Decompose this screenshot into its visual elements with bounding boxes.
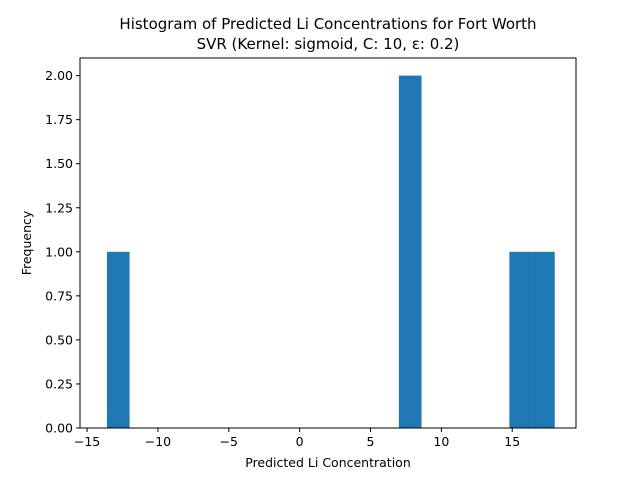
x-tick-label: 10 <box>433 434 449 449</box>
x-tick-label: 0 <box>296 434 304 449</box>
x-tick-label: 5 <box>367 434 375 449</box>
plot-frame <box>79 57 577 429</box>
x-ticks-layer: −15 −10 −5 0 5 10 15 <box>74 428 520 449</box>
y-tick-label: 0.00 <box>45 421 73 436</box>
x-tick-label: −10 <box>145 434 171 449</box>
x-axis-label: Predicted Li Concentration <box>245 455 411 470</box>
chart-title: Histogram of Predicted Li Concentrations… <box>119 15 536 33</box>
y-tick-label: 0.50 <box>45 332 73 347</box>
x-tick-label: 15 <box>504 434 520 449</box>
chart-subtitle: SVR (Kernel: sigmoid, C: 10, ε: 0.2) <box>197 35 460 53</box>
y-axis-label: Frequency <box>19 210 34 275</box>
y-tick-label: 1.00 <box>45 244 73 259</box>
histogram-bar-2 <box>509 251 533 428</box>
y-tick-label: 1.75 <box>45 112 73 127</box>
bars-layer <box>106 75 555 428</box>
histogram-bar-0 <box>106 251 130 428</box>
histogram-bar-1 <box>398 75 422 428</box>
y-ticks-layer: 0.00 0.25 0.50 0.75 1.00 1.25 1.50 1.75 2.00 <box>45 68 80 436</box>
y-tick-label: 1.25 <box>45 200 73 215</box>
y-tick-label: 0.75 <box>45 288 73 303</box>
y-tick-label: 1.50 <box>45 156 73 171</box>
y-tick-label: 2.00 <box>45 68 73 83</box>
x-tick-label: −5 <box>220 434 238 449</box>
y-tick-label: 0.25 <box>45 376 73 391</box>
x-tick-label: −15 <box>74 434 100 449</box>
histogram-bar-3 <box>532 251 555 428</box>
